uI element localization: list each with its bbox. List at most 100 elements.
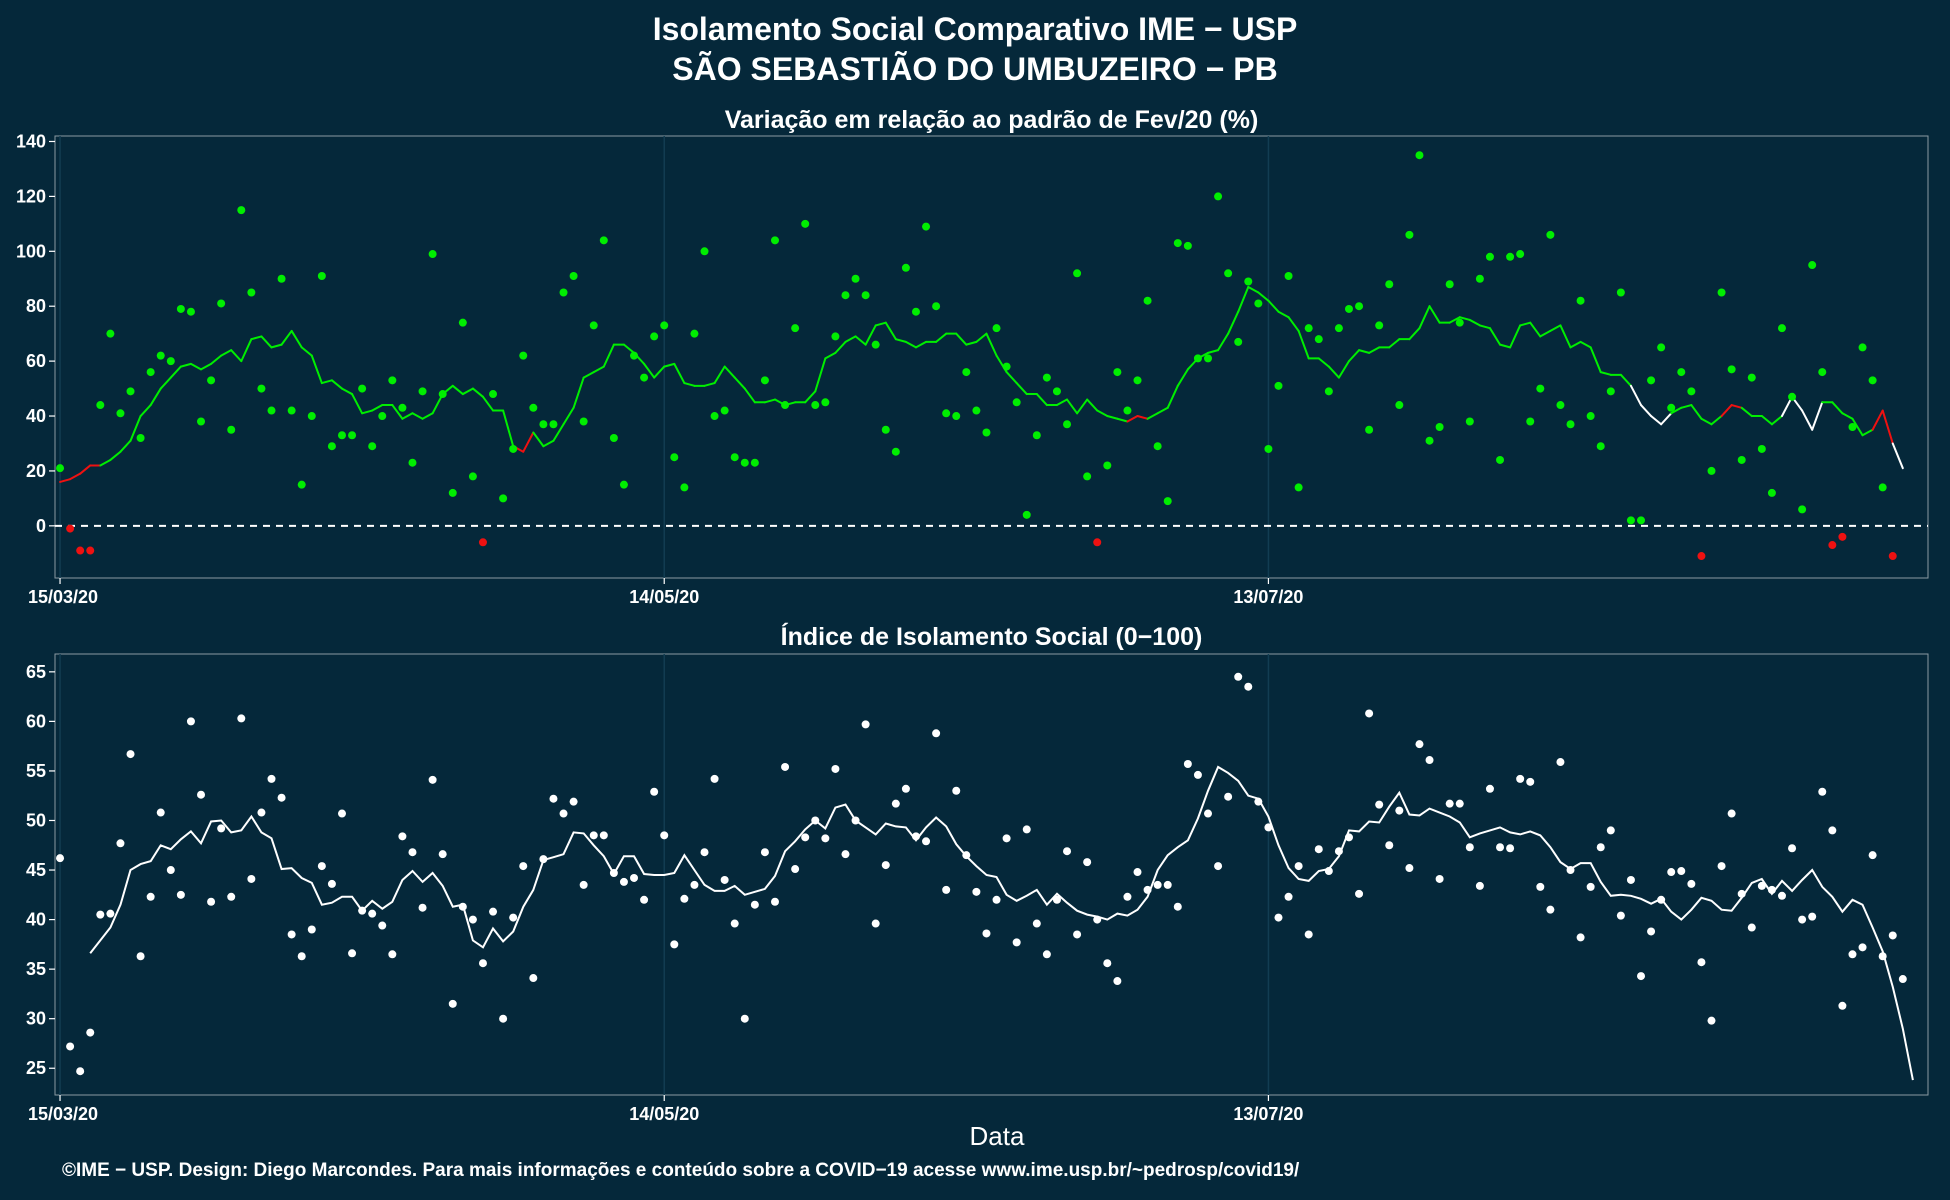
data-point [891, 447, 900, 456]
data-point [1838, 1001, 1847, 1010]
data-point [1425, 756, 1434, 765]
data-point [358, 906, 367, 915]
data-point [1204, 809, 1213, 818]
moving-average-segment [1106, 415, 1119, 420]
data-point [1143, 885, 1152, 894]
data-point [1546, 230, 1555, 239]
moving-average-segment [1116, 417, 1129, 423]
data-point [670, 940, 679, 949]
moving-average-segment [1811, 401, 1824, 431]
moving-average-segment [1740, 406, 1753, 418]
x-tick-label: 14/05/20 [629, 587, 699, 607]
data-point [962, 368, 971, 377]
moving-average-segment [572, 376, 585, 409]
moving-average-segment [1871, 409, 1884, 431]
moving-average-segment [854, 335, 867, 346]
data-point [1767, 885, 1776, 894]
data-point [146, 892, 155, 901]
moving-average-segment [955, 332, 968, 346]
data-point [539, 855, 548, 864]
data-point [1606, 826, 1615, 835]
data-point [549, 420, 558, 429]
data-point [952, 412, 961, 421]
data-point [1324, 867, 1333, 876]
data-point [1767, 488, 1776, 497]
data-point [287, 406, 296, 415]
data-point [680, 894, 689, 903]
data-point [770, 897, 779, 906]
footer-credits: ©IME − USP. Design: Diego Marcondes. Par… [62, 1160, 1300, 1181]
moving-average-segment [1408, 327, 1421, 341]
moving-average-segment [1428, 305, 1441, 324]
data-point [1365, 425, 1374, 434]
data-point [982, 428, 991, 437]
data-point [186, 307, 195, 316]
data-point [1496, 843, 1505, 852]
data-point [1626, 875, 1635, 884]
data-point [1737, 889, 1746, 898]
data-point [1254, 797, 1263, 806]
data-point [932, 302, 941, 311]
moving-average-segment [1207, 349, 1220, 354]
y-tick-label: 140 [16, 131, 46, 151]
data-point [1667, 403, 1676, 412]
data-point [1214, 192, 1223, 201]
moving-average-segment [522, 431, 535, 453]
data-point [408, 848, 417, 857]
moving-average-segment [864, 324, 877, 346]
y-tick-label: 100 [16, 241, 46, 261]
data-point [1576, 296, 1585, 305]
moving-average-segment [643, 362, 656, 379]
moving-average-segment [421, 412, 434, 420]
data-point [579, 880, 588, 889]
data-point [1616, 911, 1625, 920]
data-point [1556, 401, 1565, 410]
y-tick-label: 65 [26, 662, 46, 682]
moving-average-segment [914, 340, 928, 349]
data-point [791, 324, 800, 333]
data-point [911, 307, 920, 316]
data-point [559, 809, 568, 818]
data-point [1425, 436, 1434, 445]
moving-average-segment [119, 439, 132, 453]
data-point [750, 900, 759, 909]
data-point [549, 794, 558, 803]
y-tick-label: 45 [26, 860, 46, 880]
moving-average-segment [351, 393, 364, 415]
moving-average-segment [743, 387, 756, 404]
moving-average-segment [1337, 360, 1350, 379]
data-point [1224, 792, 1233, 801]
data-point [720, 406, 729, 415]
data-point [1455, 799, 1464, 808]
data-point [378, 921, 387, 930]
moving-average-segment [471, 387, 484, 398]
data-point [1073, 930, 1082, 939]
data-point [1294, 862, 1303, 871]
data-point [1224, 269, 1233, 278]
data-point [1163, 497, 1172, 506]
data-point [801, 833, 810, 842]
data-point [1878, 483, 1887, 492]
data-point [1616, 288, 1625, 297]
data-point [1314, 845, 1323, 854]
data-point [116, 409, 125, 418]
moving-average-segment [1599, 371, 1612, 376]
data-point [348, 949, 357, 958]
data-point [1264, 444, 1273, 453]
data-point [1405, 230, 1414, 239]
data-point [1777, 324, 1786, 333]
data-point [448, 488, 457, 497]
moving-average-segment [1519, 321, 1532, 327]
data-point [86, 1028, 95, 1037]
data-point [1526, 777, 1535, 786]
data-point [992, 324, 1001, 333]
data-point [1637, 516, 1646, 525]
data-point [871, 919, 880, 928]
moving-average-segment [300, 346, 313, 357]
y-tick-label: 25 [26, 1058, 46, 1078]
moving-average-segment [1287, 316, 1300, 332]
data-point [519, 862, 528, 871]
y-tick-label: 40 [26, 406, 46, 426]
data-point [448, 999, 457, 1008]
